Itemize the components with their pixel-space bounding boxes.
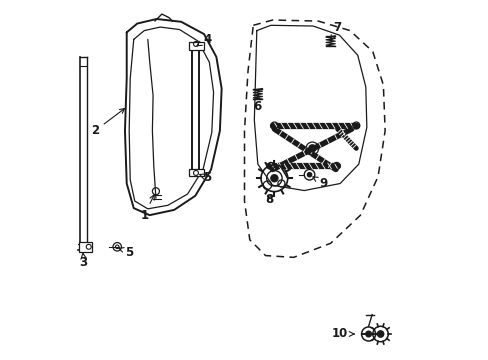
Circle shape [377,331,383,337]
Bar [188,42,203,50]
Text: 10: 10 [331,328,353,341]
Text: 6: 6 [253,95,262,113]
Text: 7: 7 [330,21,341,40]
Circle shape [365,331,371,337]
Circle shape [308,145,315,152]
Text: 1: 1 [140,195,154,222]
Bar [188,169,203,176]
Text: 5: 5 [119,246,133,258]
Text: 2: 2 [91,109,124,137]
Bar [79,242,92,252]
Text: 5: 5 [203,171,211,184]
Circle shape [307,172,311,177]
Text: 9: 9 [312,177,327,190]
Text: 4: 4 [197,33,211,46]
Text: 8: 8 [265,193,273,206]
Circle shape [270,175,277,182]
Text: 3: 3 [79,256,87,269]
